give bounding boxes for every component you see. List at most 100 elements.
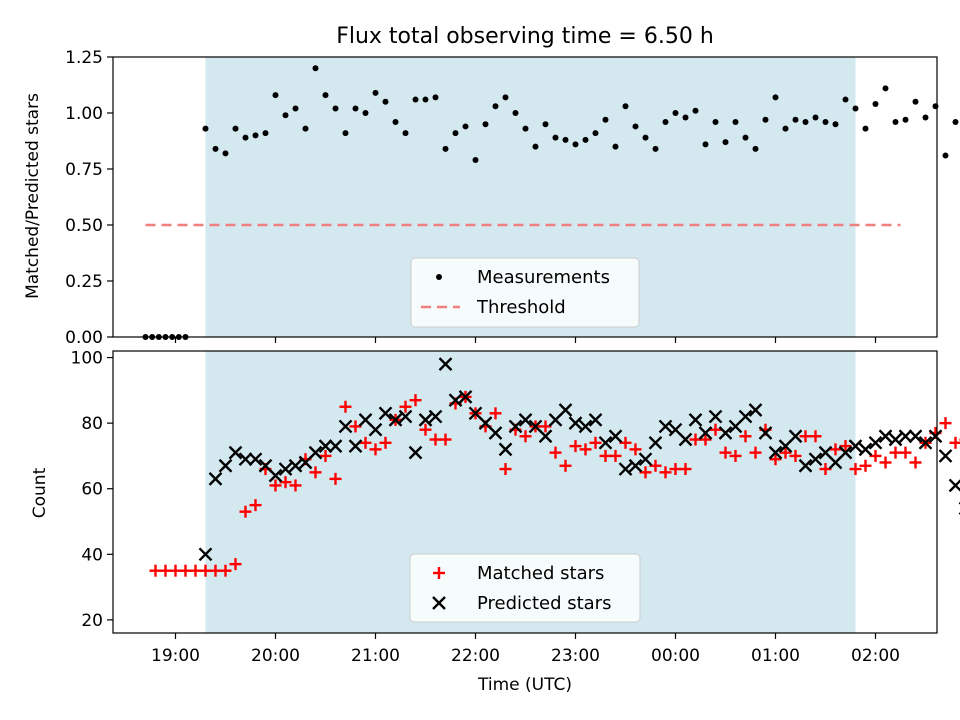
measurement-point bbox=[202, 125, 209, 132]
matched-star-point bbox=[589, 436, 602, 449]
predicted-star-point bbox=[428, 409, 443, 424]
predicted-star-point bbox=[808, 452, 823, 467]
measurement-point bbox=[312, 65, 319, 72]
predicted-star-point bbox=[328, 439, 343, 453]
measurement-point bbox=[572, 141, 579, 148]
matched-star-point bbox=[609, 449, 622, 462]
bottom-y-tick-label: 80 bbox=[81, 414, 103, 434]
matched-star-point bbox=[569, 440, 582, 453]
predicted-star-point bbox=[698, 426, 713, 440]
matched-star-point bbox=[409, 394, 422, 407]
measurement-point bbox=[372, 89, 379, 96]
measurement-point bbox=[682, 114, 689, 121]
top-y-tick-label: 0.50 bbox=[65, 216, 103, 236]
top-panel: 0.00 0.25 0.50 0.75 1.00 1.25 Matched/Predict… bbox=[23, 48, 959, 348]
predicted-star-point bbox=[368, 422, 383, 437]
bottom-axes-frame bbox=[112, 350, 938, 634]
measurement-point bbox=[652, 145, 659, 152]
legend-label-measurements: Measurements bbox=[477, 267, 610, 288]
matched-star-point bbox=[939, 417, 952, 430]
predicted-star-point bbox=[618, 462, 633, 476]
predicted-star-point bbox=[678, 432, 693, 447]
measurement-point bbox=[912, 98, 919, 105]
measurement-point bbox=[872, 101, 879, 108]
predicted-star-point bbox=[558, 403, 573, 417]
predicted-star-point bbox=[578, 419, 593, 434]
matched-star-point bbox=[849, 463, 862, 476]
predicted-star-point bbox=[198, 547, 213, 562]
legend-marker-matched bbox=[433, 567, 445, 579]
matched-star-point bbox=[229, 558, 242, 571]
measurement-point bbox=[222, 150, 229, 157]
predicted-star-point bbox=[658, 419, 673, 434]
bottom-x-tick-label: 01:00 bbox=[751, 646, 800, 666]
measurement-point bbox=[582, 136, 589, 143]
predicted-star-point bbox=[208, 472, 223, 486]
measurement-point bbox=[922, 114, 929, 121]
measurement-point bbox=[482, 121, 489, 128]
measurement-point bbox=[812, 114, 819, 121]
matched-star-point bbox=[619, 436, 632, 449]
matched-star-point bbox=[859, 459, 872, 472]
matched-star-point bbox=[219, 564, 232, 577]
matched-star-point bbox=[419, 423, 432, 436]
measurement-point bbox=[552, 134, 559, 141]
matched-star-point bbox=[659, 466, 672, 479]
measurement-point bbox=[782, 125, 789, 132]
top-y-tick-label: 1.00 bbox=[65, 104, 103, 124]
measurement-point bbox=[302, 125, 309, 132]
matched-star-point bbox=[679, 463, 692, 476]
predicted-star-point bbox=[288, 458, 303, 473]
measurement-point bbox=[702, 141, 709, 148]
bottom-y-axis-label: Count bbox=[30, 467, 50, 518]
top-y-axis-label: Matched/Predicted stars bbox=[23, 93, 43, 299]
predicted-star-point bbox=[848, 439, 863, 453]
bottom-x-tick-label: 02:00 bbox=[851, 646, 900, 666]
matched-star-point bbox=[559, 459, 572, 472]
top-x-ticks bbox=[174, 337, 877, 343]
predicted-star-point bbox=[408, 445, 423, 460]
matched-star-point bbox=[239, 505, 252, 518]
measurement-point bbox=[622, 103, 629, 110]
predicted-star-point bbox=[708, 409, 723, 424]
predicted-star-point bbox=[918, 435, 933, 450]
predicted-star-point bbox=[438, 357, 453, 371]
measurement-point bbox=[362, 110, 369, 116]
predicted-star-point bbox=[838, 445, 853, 460]
measurement-point bbox=[352, 105, 359, 112]
measurement-point bbox=[242, 134, 249, 141]
predicted-star-point bbox=[398, 409, 413, 424]
legend-marker-predicted bbox=[432, 596, 446, 610]
measurement-points bbox=[142, 65, 959, 340]
predicted-star-point bbox=[768, 445, 783, 460]
matched-star-point bbox=[909, 456, 922, 469]
matched-star-point bbox=[949, 436, 960, 449]
predicted-star-point bbox=[938, 449, 953, 463]
measurement-point bbox=[522, 125, 529, 132]
matched-star-point bbox=[839, 440, 852, 453]
measurement-point bbox=[852, 105, 859, 112]
measurement-point bbox=[402, 130, 409, 137]
bottom-y-tick-label: 60 bbox=[81, 480, 103, 500]
predicted-star-point bbox=[858, 442, 873, 457]
matched-star-point bbox=[649, 459, 662, 472]
matched-star-point bbox=[309, 466, 322, 479]
measurement-point bbox=[862, 125, 869, 132]
predicted-star-point bbox=[498, 442, 513, 457]
matched-star-point bbox=[709, 423, 722, 436]
matched-star-point bbox=[779, 446, 792, 459]
predicted-star-point bbox=[598, 435, 613, 450]
measurement-point bbox=[952, 118, 959, 125]
measurement-point bbox=[772, 94, 779, 101]
measurement-point bbox=[322, 92, 329, 99]
matched-star-point bbox=[499, 463, 512, 476]
predicted-star-point bbox=[718, 426, 733, 440]
bottom-x-tick-label: 00:00 bbox=[651, 646, 700, 666]
matched-star-point bbox=[579, 443, 592, 456]
bottom-legend: Matched stars Predicted stars bbox=[409, 553, 641, 623]
top-legend: Measurements Threshold bbox=[410, 257, 640, 328]
measurement-point bbox=[882, 85, 889, 92]
measurement-point bbox=[292, 105, 299, 112]
matched-star-point bbox=[639, 466, 652, 479]
